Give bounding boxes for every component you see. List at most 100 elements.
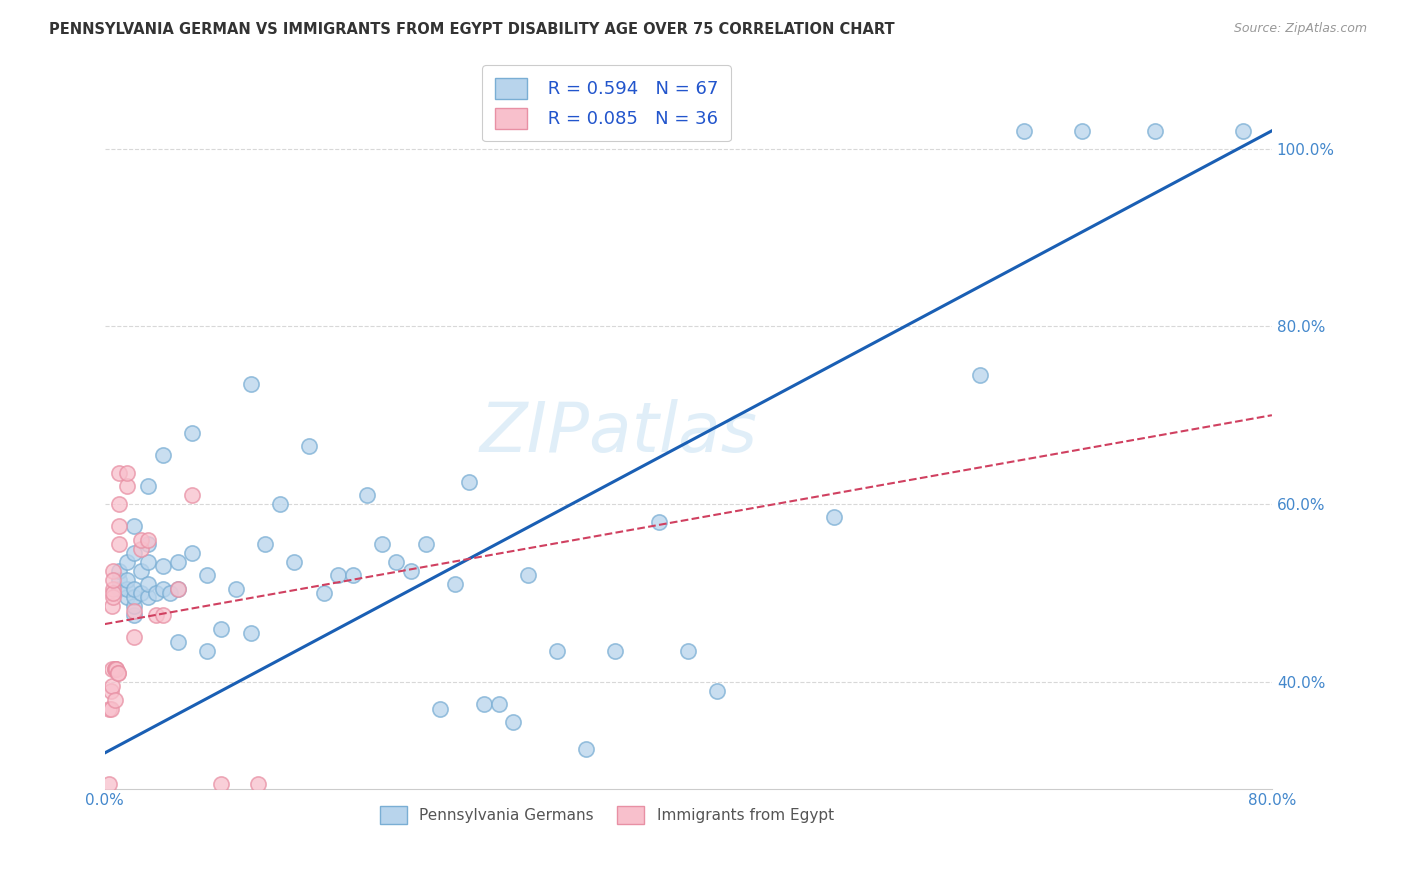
Point — [648, 515, 671, 529]
Point — [152, 608, 174, 623]
Point — [100, 701, 122, 715]
Point — [104, 692, 127, 706]
Point — [181, 546, 204, 560]
Point — [195, 568, 218, 582]
Point — [166, 582, 188, 596]
Point — [122, 608, 145, 623]
Point — [103, 564, 125, 578]
Point — [1071, 124, 1094, 138]
Point — [605, 644, 627, 658]
Point — [104, 661, 127, 675]
Point — [1144, 124, 1167, 138]
Point — [122, 599, 145, 614]
Legend: Pennsylvania Germans, Immigrants from Egypt: Pennsylvania Germans, Immigrants from Eg… — [368, 795, 845, 834]
Point — [115, 479, 138, 493]
Point — [181, 425, 204, 440]
Point — [129, 541, 152, 556]
Point — [166, 582, 188, 596]
Point — [342, 568, 364, 582]
Point — [209, 622, 232, 636]
Point — [103, 586, 125, 600]
Point — [104, 661, 127, 675]
Point — [103, 582, 125, 596]
Point — [195, 644, 218, 658]
Point — [516, 568, 538, 582]
Point — [98, 777, 121, 791]
Point — [122, 604, 145, 618]
Point — [298, 439, 321, 453]
Point — [159, 586, 181, 600]
Point — [823, 510, 845, 524]
Point — [312, 586, 335, 600]
Text: ZIPatlas: ZIPatlas — [479, 400, 758, 467]
Point — [122, 582, 145, 596]
Point — [101, 679, 124, 693]
Point — [103, 591, 125, 605]
Point — [678, 644, 700, 658]
Point — [356, 488, 378, 502]
Point — [145, 586, 167, 600]
Point — [152, 582, 174, 596]
Point — [429, 701, 451, 715]
Point — [399, 564, 422, 578]
Point — [166, 555, 188, 569]
Point — [108, 497, 131, 511]
Point — [101, 599, 124, 614]
Point — [101, 661, 124, 675]
Point — [129, 533, 152, 547]
Point — [283, 555, 305, 569]
Point — [108, 519, 131, 533]
Point — [209, 777, 232, 791]
Point — [152, 559, 174, 574]
Point — [239, 626, 262, 640]
Point — [129, 564, 152, 578]
Point — [107, 665, 129, 680]
Point — [138, 479, 160, 493]
Point — [138, 533, 160, 547]
Point — [115, 555, 138, 569]
Point — [103, 573, 125, 587]
Point — [415, 537, 437, 551]
Point — [107, 665, 129, 680]
Point — [385, 555, 408, 569]
Point — [166, 635, 188, 649]
Point — [138, 537, 160, 551]
Point — [225, 582, 247, 596]
Point — [115, 591, 138, 605]
Point — [575, 741, 598, 756]
Point — [326, 568, 349, 582]
Point — [108, 466, 131, 480]
Point — [122, 519, 145, 533]
Point — [138, 555, 160, 569]
Point — [108, 573, 131, 587]
Point — [145, 608, 167, 623]
Point — [115, 582, 138, 596]
Point — [115, 466, 138, 480]
Point — [254, 537, 277, 551]
Point — [546, 644, 568, 658]
Point — [115, 573, 138, 587]
Point — [122, 546, 145, 560]
Point — [239, 377, 262, 392]
Point — [181, 488, 204, 502]
Point — [969, 368, 991, 383]
Point — [129, 586, 152, 600]
Point — [138, 591, 160, 605]
Point — [1232, 124, 1254, 138]
Point — [472, 697, 495, 711]
Point — [105, 661, 128, 675]
Point — [706, 683, 728, 698]
Point — [246, 777, 269, 791]
Point — [108, 564, 131, 578]
Point — [371, 537, 394, 551]
Point — [108, 582, 131, 596]
Point — [105, 661, 128, 675]
Point — [108, 537, 131, 551]
Point — [488, 697, 510, 711]
Point — [138, 577, 160, 591]
Point — [122, 591, 145, 605]
Point — [502, 714, 524, 729]
Text: PENNSYLVANIA GERMAN VS IMMIGRANTS FROM EGYPT DISABILITY AGE OVER 75 CORRELATION : PENNSYLVANIA GERMAN VS IMMIGRANTS FROM E… — [49, 22, 894, 37]
Point — [152, 448, 174, 462]
Point — [100, 683, 122, 698]
